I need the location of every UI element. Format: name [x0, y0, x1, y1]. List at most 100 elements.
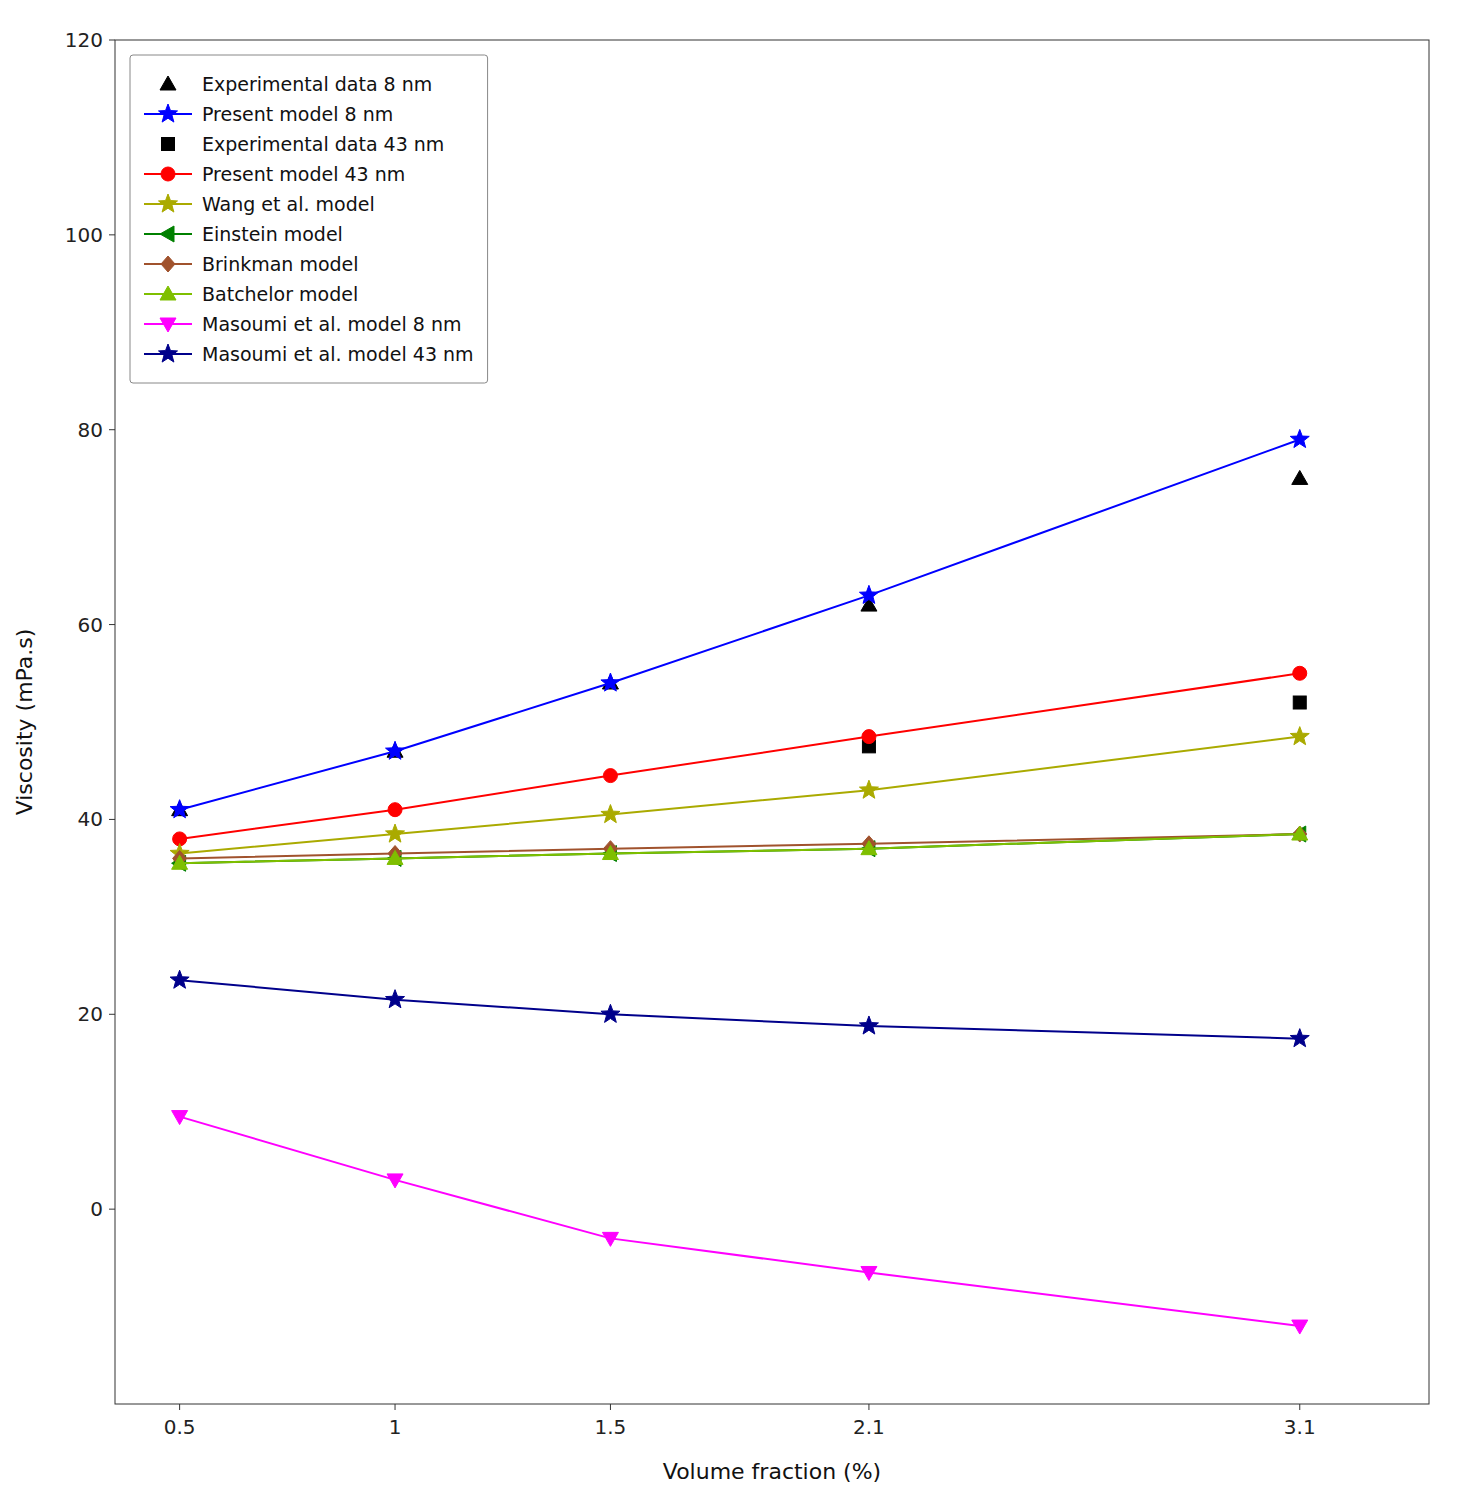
series	[172, 826, 1306, 871]
series-line	[180, 439, 1300, 809]
legend-item: Present model 8 nm	[144, 103, 393, 125]
x-tick	[610, 1404, 611, 1410]
y-tick	[109, 624, 115, 625]
legend-marker	[160, 76, 176, 90]
x-axis-label: Volume fraction (%)	[663, 1459, 881, 1484]
y-tick-label: 120	[65, 28, 103, 52]
marker	[602, 1232, 618, 1246]
y-tick-label: 100	[65, 223, 103, 247]
y-tick	[109, 1014, 115, 1015]
marker	[601, 673, 620, 691]
marker	[861, 841, 877, 855]
series-line	[180, 834, 1300, 863]
legend-label: Brinkman model	[202, 253, 359, 275]
page: {"chart_data": { "type": "line", "x": [0…	[0, 0, 1469, 1509]
series	[172, 1111, 1308, 1334]
legend-marker	[160, 318, 176, 332]
marker	[387, 1174, 403, 1188]
legend-item: Masoumi et al. model 8 nm	[144, 313, 462, 335]
legend-marker	[158, 104, 177, 122]
y-tick-label: 60	[78, 613, 103, 637]
marker	[1290, 429, 1309, 447]
legend-label: Experimental data 8 nm	[202, 73, 432, 95]
y-tick-label: 80	[78, 418, 103, 442]
legend-label: Einstein model	[202, 223, 343, 245]
marker	[1292, 1320, 1308, 1334]
series	[170, 429, 1309, 817]
marker	[1293, 696, 1306, 709]
series-line	[180, 673, 1300, 839]
marker	[172, 1111, 188, 1125]
marker	[862, 730, 876, 744]
y-tick-label: 40	[78, 807, 103, 831]
plot-area	[170, 429, 1309, 1334]
marker	[601, 1004, 620, 1022]
legend-item: Masoumi et al. model 43 nm	[144, 343, 474, 365]
marker	[1293, 666, 1307, 680]
legend-marker	[158, 194, 177, 212]
axes: 0.5 1 1.5 2.1 3.1 0 20 40 60 80 100 120	[65, 28, 1316, 1439]
series	[170, 727, 1309, 862]
series	[172, 470, 1308, 815]
marker	[603, 769, 617, 783]
legend-label: Masoumi et al. model 43 nm	[202, 343, 474, 365]
series	[173, 826, 1307, 866]
marker	[386, 824, 405, 842]
legend-item: Einstein model	[144, 223, 343, 245]
y-tick	[109, 429, 115, 430]
legend-item: Experimental data 43 nm	[162, 133, 445, 155]
legend-marker	[162, 138, 175, 151]
y-tick	[109, 819, 115, 820]
legend-label: Masoumi et al. model 8 nm	[202, 313, 462, 335]
x-tick	[1299, 1404, 1300, 1410]
marker	[1293, 826, 1307, 842]
y-tick	[109, 234, 115, 235]
x-tick-label: 0.5	[164, 1415, 196, 1439]
marker	[170, 970, 189, 988]
series-line	[180, 834, 1300, 863]
legend-item: Brinkman model	[144, 253, 359, 275]
legend-item: Present model 43 nm	[144, 163, 405, 185]
legend-marker	[160, 286, 176, 300]
marker	[1292, 470, 1308, 484]
marker	[859, 585, 878, 603]
legend-label: Experimental data 43 nm	[202, 133, 444, 155]
x-tick-label: 1.5	[595, 1415, 627, 1439]
x-tick-label: 3.1	[1284, 1415, 1316, 1439]
legend-marker	[158, 344, 177, 362]
y-tick	[109, 40, 115, 41]
marker	[387, 850, 403, 864]
marker	[1292, 826, 1308, 840]
legend-marker	[161, 256, 175, 272]
y-axis-label: Viscosity (mPa.s)	[12, 629, 37, 816]
series	[170, 970, 1309, 1047]
marker	[859, 780, 878, 798]
series-line	[180, 980, 1300, 1038]
x-tick	[179, 1404, 180, 1410]
legend-marker	[160, 226, 174, 242]
legend-item: Batchelor model	[144, 283, 358, 305]
series	[172, 826, 1308, 869]
marker	[170, 800, 189, 818]
legend-item: Experimental data 8 nm	[160, 73, 432, 95]
chart: 0.5 1 1.5 2.1 3.1 0 20 40 60 80 100 120 Volume fract…	[0, 0, 1469, 1509]
legend: Experimental data 8 nm Present model 8 nm…	[130, 55, 488, 383]
y-tick-label: 20	[78, 1002, 103, 1026]
y-tick	[109, 1209, 115, 1210]
x-tick-label: 2.1	[853, 1415, 885, 1439]
marker	[388, 803, 402, 817]
marker	[386, 990, 405, 1008]
y-tick-label: 0	[90, 1197, 103, 1221]
x-tick-label: 1	[389, 1415, 402, 1439]
legend-label: Present model 8 nm	[202, 103, 393, 125]
marker	[859, 1016, 878, 1034]
legend-marker	[161, 167, 175, 181]
legend-label: Batchelor model	[202, 283, 358, 305]
marker	[1290, 1029, 1309, 1047]
marker	[601, 805, 620, 823]
marker	[386, 741, 405, 759]
series-line	[180, 834, 1300, 858]
legend-item: Wang et al. model	[144, 193, 375, 215]
legend-label: Wang et al. model	[202, 193, 375, 215]
series-line	[180, 1117, 1300, 1326]
